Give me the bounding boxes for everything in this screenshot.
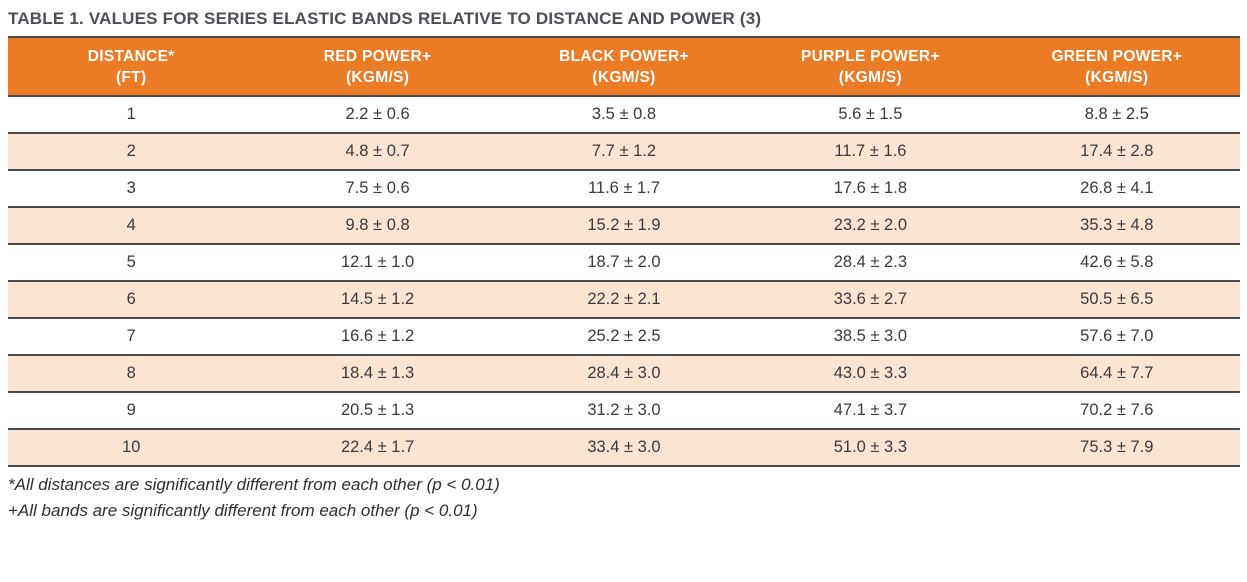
table-cell: 8: [8, 355, 255, 393]
table-cell: 47.1 ± 3.7: [747, 392, 994, 430]
table-cell: 35.3 ± 4.8: [993, 207, 1240, 245]
table-row: 7 16.6 ± 1.2 25.2 ± 2.5 38.5 ± 3.0 57.6 ± 7.…: [8, 318, 1240, 356]
table-cell: 18.7 ± 2.0: [500, 244, 748, 282]
table-row: 8 18.4 ± 1.3 28.4 ± 3.0 43.0 ± 3.3 64.4 ± 7.…: [8, 355, 1240, 393]
table-cell: 5: [8, 244, 255, 282]
column-header-label: PURPLE POWER+: [801, 48, 940, 65]
column-header-distance: DISTANCE* (FT): [8, 37, 255, 97]
table-cell: 25.2 ± 2.5: [500, 318, 748, 356]
table-cell: 38.5 ± 3.0: [747, 318, 994, 356]
table-cell: 70.2 ± 7.6: [993, 392, 1240, 430]
column-header-unit: (KGM/S): [1085, 69, 1149, 86]
table-row: 4 9.8 ± 0.8 15.2 ± 1.9 23.2 ± 2.0 35.3 ± 4.8: [8, 207, 1240, 245]
footnote-bands: +All bands are significantly different f…: [8, 501, 478, 520]
table-cell: 57.6 ± 7.0: [993, 318, 1240, 356]
table-cell: 33.4 ± 3.0: [500, 429, 748, 467]
table-cell: 4.8 ± 0.7: [254, 133, 501, 171]
table-title: TABLE 1. VALUES FOR SERIES ELASTIC BANDS…: [8, 9, 762, 28]
table-cell: 28.4 ± 3.0: [500, 355, 748, 393]
table-cell: 75.3 ± 7.9: [993, 429, 1240, 467]
table-cell: 1: [8, 96, 255, 134]
table-cell: 28.4 ± 2.3: [747, 244, 994, 282]
table-cell: 6: [8, 281, 255, 319]
column-header-unit: (KGM/S): [838, 69, 902, 86]
table-cell: 3: [8, 170, 255, 208]
table-cell: 9.8 ± 0.8: [254, 207, 501, 245]
table-cell: 22.4 ± 1.7: [254, 429, 501, 467]
table-cell: 7: [8, 318, 255, 356]
table-cell: 64.4 ± 7.7: [993, 355, 1240, 393]
data-table: DISTANCE* (FT) RED POWER+ (KGM/S) BLACK POWE…: [8, 36, 1240, 467]
table-cell: 2: [8, 133, 255, 171]
table-cell: 10: [8, 429, 255, 467]
table-cell: 7.7 ± 1.2: [500, 133, 748, 171]
table-row: 2 4.8 ± 0.7 7.7 ± 1.2 11.7 ± 1.6 17.4 ± 2.8: [8, 133, 1240, 171]
footnote-distances: *All distances are significantly differe…: [8, 475, 500, 494]
table-cell: 18.4 ± 1.3: [254, 355, 501, 393]
table-row: 9 20.5 ± 1.3 31.2 ± 3.0 47.1 ± 3.7 70.2 ± 7.…: [8, 392, 1240, 430]
table-cell: 5.6 ± 1.5: [747, 96, 994, 134]
table-cell: 3.5 ± 0.8: [500, 96, 748, 134]
table-cell: 17.4 ± 2.8: [993, 133, 1240, 171]
table-row: 10 22.4 ± 1.7 33.4 ± 3.0 51.0 ± 3.3 75.3 ± 7…: [8, 429, 1240, 467]
table-row: 5 12.1 ± 1.0 18.7 ± 2.0 28.4 ± 2.3 42.6 ± 5.…: [8, 244, 1240, 282]
table-header: DISTANCE* (FT) RED POWER+ (KGM/S) BLACK POWE…: [8, 37, 1240, 97]
table-cell: 14.5 ± 1.2: [254, 281, 501, 319]
column-header-unit: (KGM/S): [592, 69, 656, 86]
column-header-unit: (KGM/S): [345, 69, 410, 86]
table-cell: 31.2 ± 3.0: [500, 392, 748, 430]
table-cell: 43.0 ± 3.3: [747, 355, 994, 393]
column-header-label: RED POWER+: [323, 48, 432, 65]
table-cell: 11.7 ± 1.6: [747, 133, 994, 171]
table-cell: 23.2 ± 2.0: [747, 207, 994, 245]
column-header-purple-power: PURPLE POWER+ (KGM/S): [747, 37, 994, 97]
table-cell: 11.6 ± 1.7: [500, 170, 748, 208]
column-header-label: DISTANCE*: [87, 48, 175, 65]
table-cell: 26.8 ± 4.1: [993, 170, 1240, 208]
table-cell: 51.0 ± 3.3: [747, 429, 994, 467]
table-cell: 9: [8, 392, 255, 430]
footnotes: *All distances are significantly differe…: [8, 472, 1240, 524]
table-cell: 15.2 ± 1.9: [500, 207, 748, 245]
column-header-unit: (FT): [115, 69, 147, 86]
table-cell: 8.8 ± 2.5: [993, 96, 1240, 134]
table-cell: 4: [8, 207, 255, 245]
table-row: 3 7.5 ± 0.6 11.6 ± 1.7 17.6 ± 1.8 26.8 ± 4.1: [8, 170, 1240, 208]
table-cell: 7.5 ± 0.6: [254, 170, 501, 208]
column-header-label: BLACK POWER+: [559, 48, 689, 65]
table-cell: 42.6 ± 5.8: [993, 244, 1240, 282]
table-cell: 17.6 ± 1.8: [747, 170, 994, 208]
table-cell: 33.6 ± 2.7: [747, 281, 994, 319]
table-cell: 12.1 ± 1.0: [254, 244, 501, 282]
table-cell: 50.5 ± 6.5: [993, 281, 1240, 319]
table-cell: 20.5 ± 1.3: [254, 392, 501, 430]
column-header-green-power: GREEN POWER+ (KGM/S): [993, 37, 1240, 97]
column-header-red-power: RED POWER+ (KGM/S): [254, 37, 501, 97]
table-cell: 22.2 ± 2.1: [500, 281, 748, 319]
table-row: 1 2.2 ± 0.6 3.5 ± 0.8 5.6 ± 1.5 8.8 ± 2.5: [8, 96, 1240, 134]
table-body: 1 2.2 ± 0.6 3.5 ± 0.8 5.6 ± 1.5 8.8 ± 2.5 2 4.…: [8, 96, 1240, 467]
column-header-black-power: BLACK POWER+ (KGM/S): [500, 37, 748, 97]
table-header-row: DISTANCE* (FT) RED POWER+ (KGM/S) BLACK POWE…: [8, 37, 1240, 97]
column-header-label: GREEN POWER+: [1051, 48, 1183, 65]
table-row: 6 14.5 ± 1.2 22.2 ± 2.1 33.6 ± 2.7 50.5 ± 6.…: [8, 281, 1240, 319]
table-cell: 2.2 ± 0.6: [254, 96, 501, 134]
table-cell: 16.6 ± 1.2: [254, 318, 501, 356]
